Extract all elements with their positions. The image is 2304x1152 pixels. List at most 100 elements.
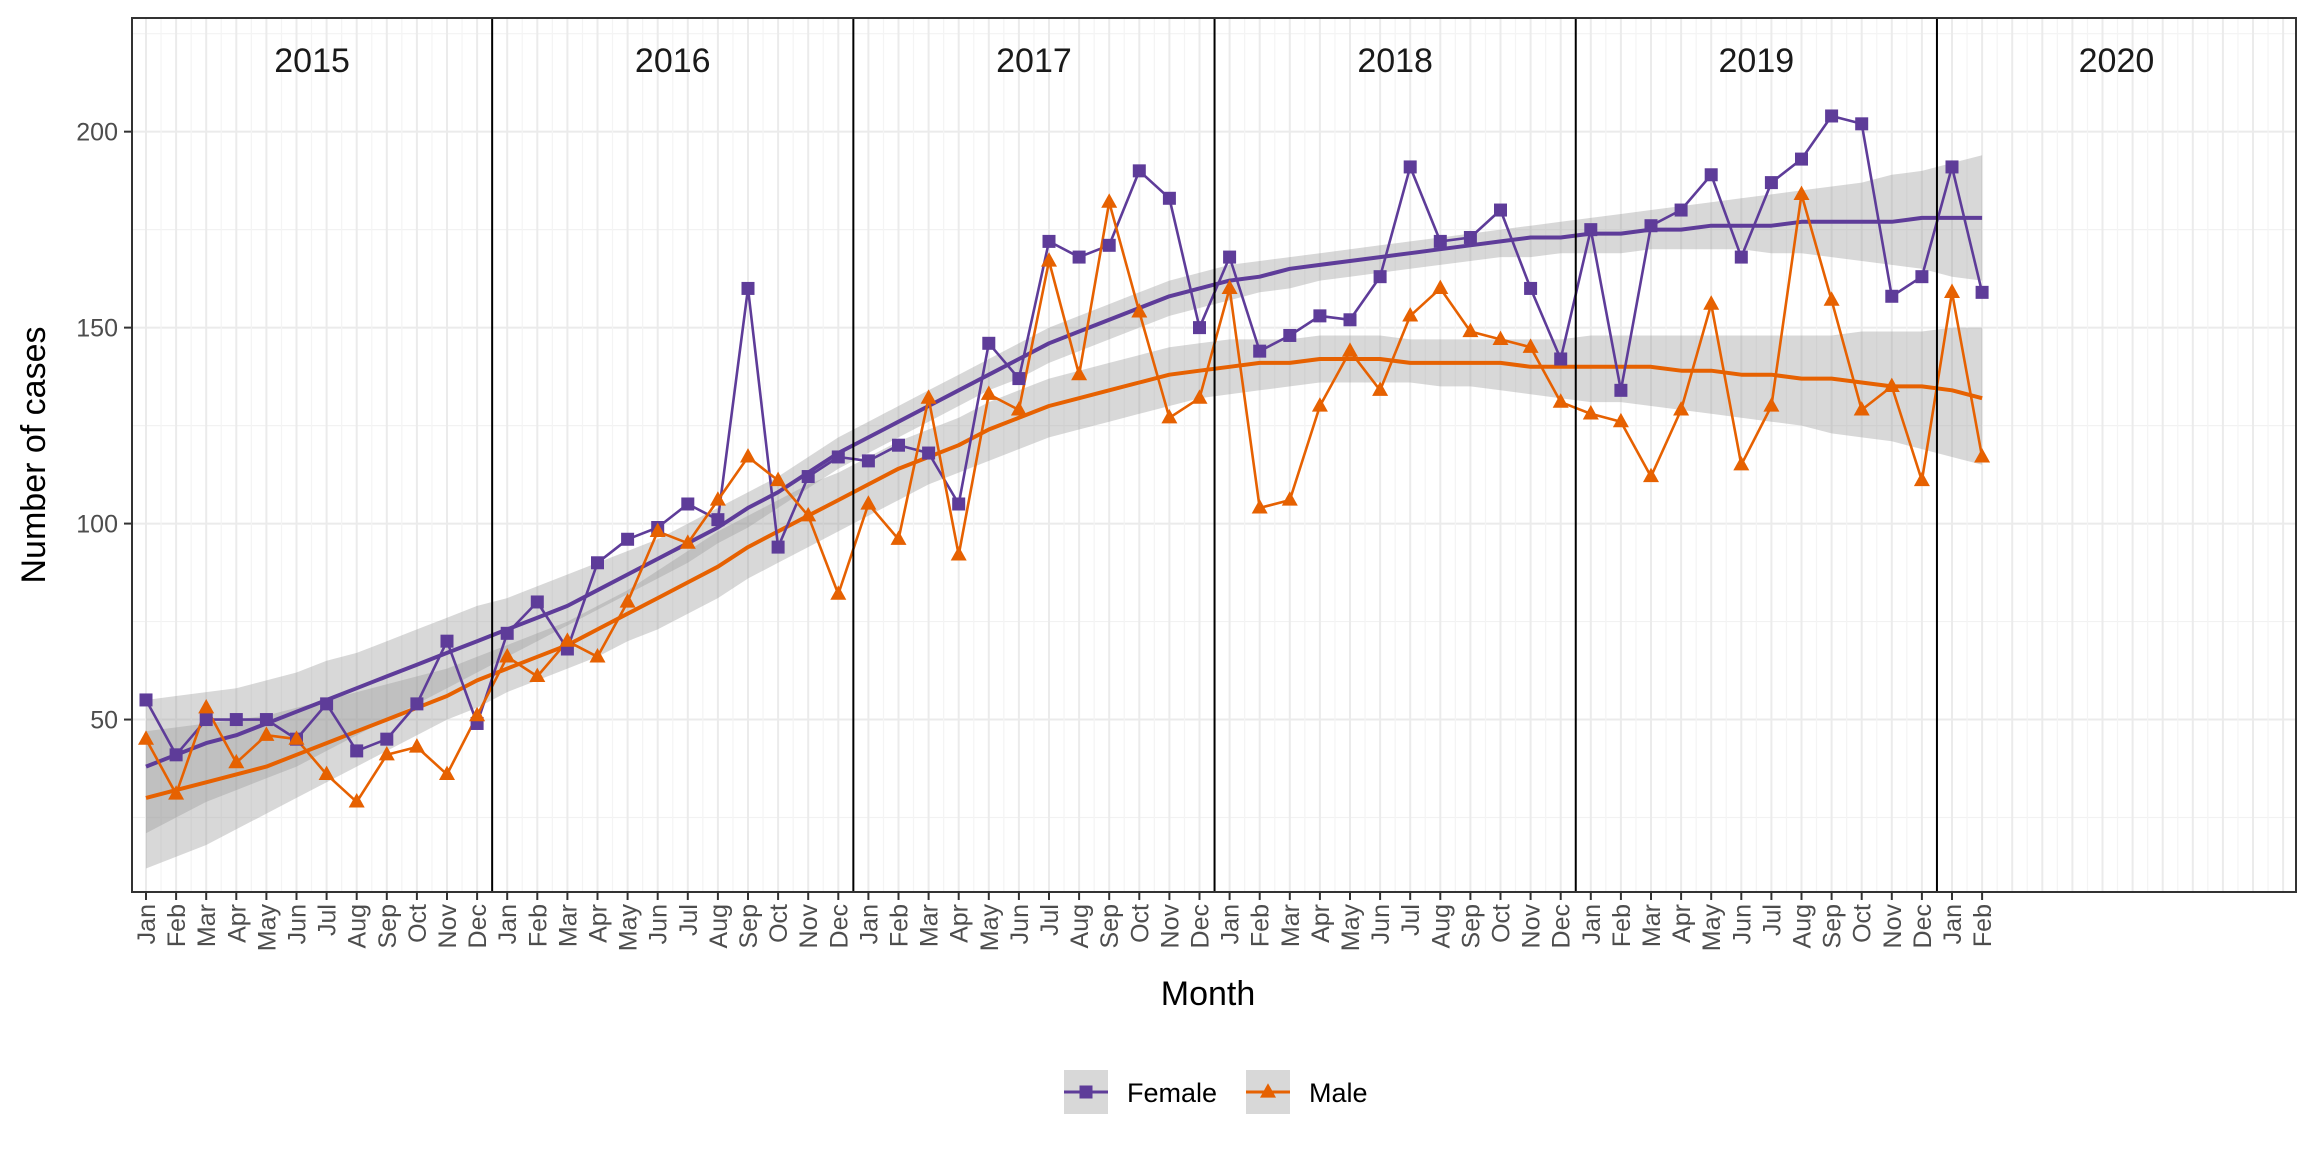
data-point-female — [1042, 234, 1056, 248]
x-tick-label: Nov — [795, 904, 823, 949]
data-point-male — [1552, 393, 1569, 408]
data-point-male — [1853, 401, 1870, 416]
x-tick-label: Feb — [1247, 904, 1275, 947]
facet-label-2019: 2019 — [1719, 42, 1795, 80]
data-point-male — [830, 585, 847, 600]
data-point-female — [380, 732, 394, 746]
x-tick-label: Jan — [1939, 904, 1967, 944]
x-tick-label: Nov — [1156, 904, 1184, 949]
data-point-male — [860, 495, 877, 510]
data-point-female — [1644, 219, 1658, 233]
data-point-female — [1012, 372, 1026, 386]
data-point-male — [920, 389, 937, 404]
x-tick-label: Nov — [434, 904, 462, 949]
facet-label-2020: 2020 — [2079, 42, 2155, 80]
x-tick-label: Sep — [1819, 904, 1847, 948]
data-point-female — [410, 697, 424, 711]
data-point-female — [229, 713, 243, 727]
data-point-male — [1703, 295, 1720, 310]
data-point-male — [198, 698, 215, 714]
data-point-female — [1373, 270, 1387, 284]
data-point-female — [1855, 117, 1869, 131]
data-point-female — [1885, 289, 1899, 303]
data-point-female — [952, 497, 966, 511]
data-point-male — [1221, 279, 1238, 295]
data-point-female — [771, 540, 785, 554]
x-tick-label: Feb — [163, 904, 191, 947]
facet-label-2017: 2017 — [996, 42, 1072, 80]
data-point-female — [1403, 160, 1417, 174]
data-point-female — [922, 446, 936, 460]
facet-label-2015: 2015 — [274, 42, 350, 80]
x-tick-label: Jul — [1758, 904, 1786, 936]
data-point-female — [440, 634, 454, 648]
x-tick-label: May — [1698, 904, 1726, 952]
data-line-male — [144, 193, 1984, 804]
x-tick-label: Sep — [374, 904, 402, 948]
x-tick-label: Jun — [1006, 904, 1034, 944]
data-point-female — [1132, 164, 1146, 178]
legend-label: Female — [1127, 1078, 1217, 1108]
x-tick-label: Oct — [1849, 904, 1877, 943]
data-point-male — [1823, 291, 1840, 306]
confidence-band-male — [146, 327, 1983, 869]
data-point-male — [1071, 365, 1088, 381]
data-point-male — [378, 746, 395, 761]
data-point-male — [348, 793, 365, 808]
data-point-male — [1883, 377, 1900, 393]
y-axis-title: Number of cases — [15, 327, 53, 584]
data-point-male — [1191, 389, 1208, 404]
x-tick-label: Dec — [825, 904, 853, 948]
x-tick-label: Jul — [314, 904, 342, 936]
data-point-female — [831, 450, 845, 464]
data-point-female — [801, 470, 815, 484]
data-point-female — [1343, 313, 1357, 327]
data-point-female — [350, 744, 364, 758]
data-point-female — [1584, 223, 1598, 237]
data-point-female — [1614, 383, 1628, 397]
facet-dividers: 2015 2016 2017 2018 2019 2020 — [274, 18, 2154, 892]
data-point-female — [1704, 168, 1718, 182]
x-tick-label: Jul — [1397, 904, 1425, 936]
facet-label-2018: 2018 — [1357, 42, 1433, 80]
data-point-female — [169, 748, 183, 762]
x-tick-label: Mar — [1638, 904, 1666, 947]
data-point-male — [1643, 467, 1659, 483]
y-tick-label: 150 — [76, 315, 118, 343]
data-point-male — [1673, 401, 1690, 416]
data-point-female — [892, 438, 905, 452]
trend-line-male — [145, 357, 1983, 800]
data-point-female — [1193, 321, 1206, 335]
x-tick-label: Aug — [1789, 904, 1817, 948]
x-tick-label: Feb — [1969, 904, 1997, 947]
data-point-female — [199, 713, 213, 727]
x-tick-label: Oct — [1126, 904, 1154, 943]
legend-item-male: Male — [1246, 1070, 1368, 1114]
legend-key-square-icon — [1079, 1085, 1093, 1099]
data-point-male — [1372, 381, 1389, 396]
y-tick-label: 50 — [90, 707, 118, 735]
data-point-male — [1101, 193, 1118, 208]
data-point-female — [1313, 309, 1327, 323]
data-point-male — [1763, 397, 1780, 412]
x-tick-label: May — [976, 904, 1004, 952]
data-point-female — [1524, 281, 1538, 295]
y-tick-label: 100 — [76, 511, 118, 539]
data-point-female — [1072, 250, 1086, 264]
data-point-male — [439, 765, 455, 781]
data-point-male — [1161, 408, 1178, 424]
x-tick-label: May — [1337, 904, 1365, 952]
data-point-male — [740, 448, 756, 463]
data-point-female — [1825, 109, 1839, 123]
x-tick-label: Apr — [946, 904, 974, 943]
data-point-male — [770, 471, 787, 487]
x-tick-label: Aug — [705, 904, 733, 948]
data-point-female — [861, 454, 875, 468]
x-tick-label: Jun — [1367, 904, 1395, 944]
x-tick-label: Jun — [1728, 904, 1756, 944]
x-tick-label: Mar — [554, 904, 582, 947]
x-tick-label: Oct — [1488, 904, 1516, 943]
data-point-male — [1010, 401, 1027, 416]
data-point-male — [408, 738, 425, 753]
data-point-female — [1283, 328, 1297, 342]
